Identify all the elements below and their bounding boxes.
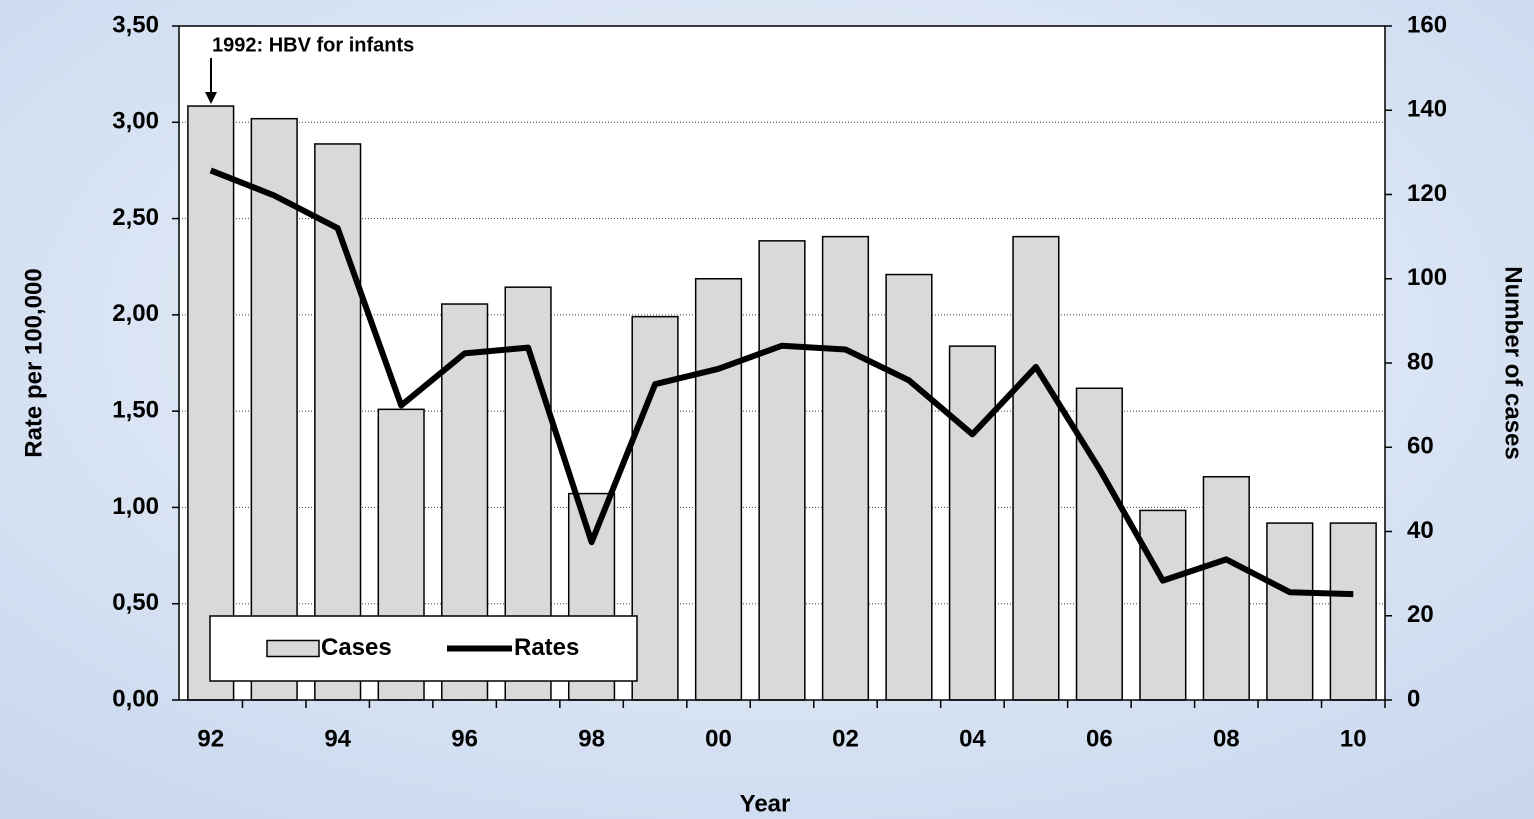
- y2-tick-label: 160: [1407, 11, 1447, 38]
- y-tick-label: 0,50: [112, 589, 159, 616]
- bar: [250, 117, 298, 701]
- y2-tick-label: 20: [1407, 601, 1434, 628]
- bar: [1139, 509, 1187, 701]
- legend-swatch: [266, 639, 320, 658]
- bar: [1329, 522, 1377, 701]
- y2-tick-label: 60: [1407, 433, 1434, 460]
- x-axis-title: Year: [740, 790, 791, 817]
- y2-tick-label: 0: [1407, 685, 1420, 712]
- y-tick-label: 2,00: [112, 300, 159, 327]
- y2-axis-title: Number of cases: [1500, 266, 1527, 459]
- x-tick-label: 02: [832, 725, 859, 752]
- y-tick-label: 3,00: [112, 108, 159, 135]
- x-tick-label: 06: [1086, 725, 1113, 752]
- y2-tick-label: 140: [1407, 96, 1447, 123]
- bar: [758, 240, 806, 701]
- x-tick-label: 00: [705, 725, 732, 752]
- y-tick-label: 2,50: [112, 204, 159, 231]
- bar: [1202, 475, 1250, 701]
- annotation-arrowhead: [205, 92, 217, 104]
- bar: [948, 345, 997, 701]
- bar: [187, 105, 235, 701]
- y-axis-title: Rate per 100,000: [20, 268, 47, 457]
- legend-label: Rates: [514, 634, 579, 661]
- y-tick-label: 1,50: [112, 396, 159, 423]
- y-tick-label: 1,00: [112, 493, 159, 520]
- bar: [821, 235, 870, 701]
- x-tick-label: 08: [1213, 725, 1240, 752]
- y2-tick-label: 100: [1407, 264, 1447, 291]
- bar: [1266, 522, 1314, 701]
- plot-border: [178, 25, 1386, 701]
- legend-label: Cases: [321, 634, 392, 661]
- x-tick-label: 92: [197, 725, 224, 752]
- y2-tick-label: 80: [1407, 348, 1434, 375]
- x-tick-label: 04: [959, 725, 986, 752]
- x-tick-label: 10: [1340, 725, 1367, 752]
- bar: [1075, 387, 1123, 701]
- y2-tick-label: 120: [1407, 180, 1447, 207]
- y-tick-label: 0,00: [112, 685, 159, 712]
- x-tick-label: 94: [324, 725, 351, 752]
- x-tick-label: 98: [578, 725, 605, 752]
- bar: [1012, 235, 1060, 701]
- bar: [694, 278, 743, 701]
- y-tick-label: 3,50: [112, 11, 159, 38]
- annotation: 1992: HBV for infants: [212, 34, 414, 56]
- y2-tick-label: 40: [1407, 517, 1434, 544]
- bar: [885, 273, 933, 701]
- x-tick-label: 96: [451, 725, 478, 752]
- line: [209, 167, 1354, 598]
- bar: [631, 315, 679, 701]
